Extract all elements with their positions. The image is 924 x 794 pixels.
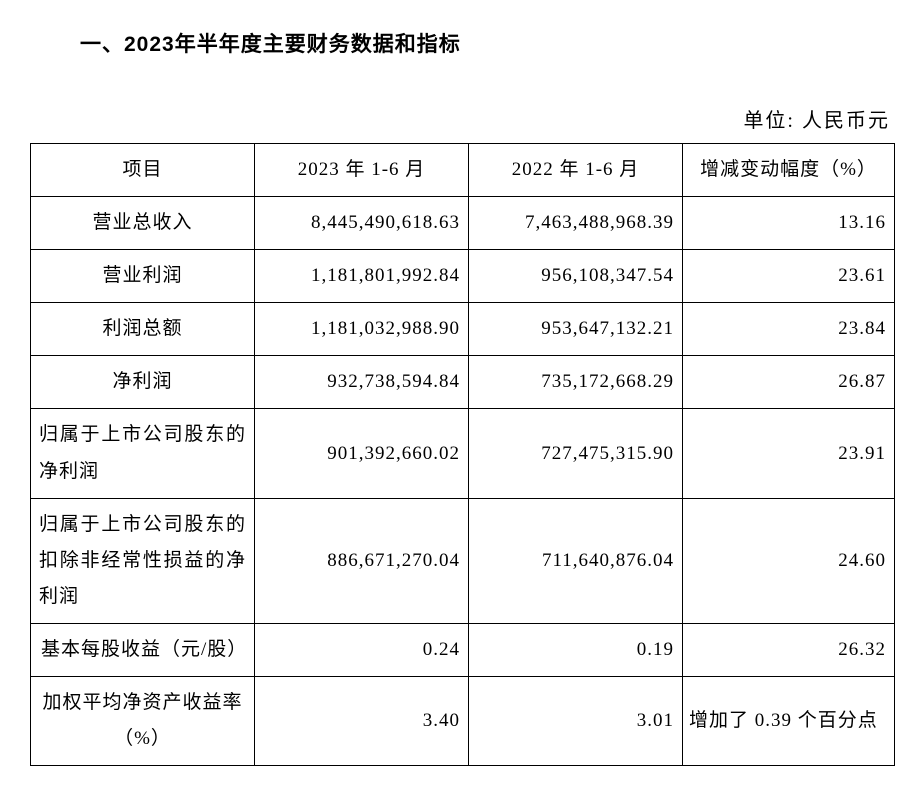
- row-v2023: 901,392,660.02: [255, 409, 469, 498]
- row-label: 营业总收入: [31, 197, 255, 250]
- table-row: 加权平均净资产收益率（%） 3.40 3.01 增加了 0.39 个百分点: [31, 677, 895, 766]
- row-v2022: 3.01: [469, 677, 683, 766]
- table-header-row: 项目 2023 年 1-6 月 2022 年 1-6 月 增减变动幅度（%）: [31, 144, 895, 197]
- row-change: 26.32: [683, 623, 895, 676]
- row-label: 营业利润: [31, 250, 255, 303]
- row-label: 加权平均净资产收益率（%）: [31, 677, 255, 766]
- row-label: 基本每股收益（元/股）: [31, 623, 255, 676]
- row-change: 23.91: [683, 409, 895, 498]
- row-change: 13.16: [683, 197, 895, 250]
- table-row: 归属于上市公司股东的净利润 901,392,660.02 727,475,315…: [31, 409, 895, 498]
- col-header-2022: 2022 年 1-6 月: [469, 144, 683, 197]
- row-label: 归属于上市公司股东的扣除非经常性损益的净利润: [31, 498, 255, 623]
- row-v2023: 1,181,032,988.90: [255, 303, 469, 356]
- row-v2022: 711,640,876.04: [469, 498, 683, 623]
- row-label: 利润总额: [31, 303, 255, 356]
- table-row: 利润总额 1,181,032,988.90 953,647,132.21 23.…: [31, 303, 895, 356]
- row-v2023: 8,445,490,618.63: [255, 197, 469, 250]
- row-change: 26.87: [683, 356, 895, 409]
- row-v2022: 7,463,488,968.39: [469, 197, 683, 250]
- col-header-item: 项目: [31, 144, 255, 197]
- row-v2023: 886,671,270.04: [255, 498, 469, 623]
- col-header-change: 增减变动幅度（%）: [683, 144, 895, 197]
- row-v2022: 956,108,347.54: [469, 250, 683, 303]
- row-v2022: 727,475,315.90: [469, 409, 683, 498]
- row-change: 23.61: [683, 250, 895, 303]
- section-heading: 一、2023年半年度主要财务数据和指标: [80, 28, 894, 58]
- row-v2023: 3.40: [255, 677, 469, 766]
- table-row: 归属于上市公司股东的扣除非经常性损益的净利润 886,671,270.04 71…: [31, 498, 895, 623]
- table-row: 净利润 932,738,594.84 735,172,668.29 26.87: [31, 356, 895, 409]
- row-v2022: 0.19: [469, 623, 683, 676]
- financial-table: 项目 2023 年 1-6 月 2022 年 1-6 月 增减变动幅度（%） 营…: [30, 143, 895, 766]
- table-row: 营业总收入 8,445,490,618.63 7,463,488,968.39 …: [31, 197, 895, 250]
- table-row: 基本每股收益（元/股） 0.24 0.19 26.32: [31, 623, 895, 676]
- row-label: 净利润: [31, 356, 255, 409]
- unit-label: 单位: 人民币元: [30, 104, 894, 133]
- row-v2023: 1,181,801,992.84: [255, 250, 469, 303]
- row-change: 23.84: [683, 303, 895, 356]
- row-change: 增加了 0.39 个百分点: [683, 677, 895, 766]
- row-v2023: 0.24: [255, 623, 469, 676]
- row-v2022: 735,172,668.29: [469, 356, 683, 409]
- row-change: 24.60: [683, 498, 895, 623]
- row-v2022: 953,647,132.21: [469, 303, 683, 356]
- row-v2023: 932,738,594.84: [255, 356, 469, 409]
- table-row: 营业利润 1,181,801,992.84 956,108,347.54 23.…: [31, 250, 895, 303]
- row-label: 归属于上市公司股东的净利润: [31, 409, 255, 498]
- col-header-2023: 2023 年 1-6 月: [255, 144, 469, 197]
